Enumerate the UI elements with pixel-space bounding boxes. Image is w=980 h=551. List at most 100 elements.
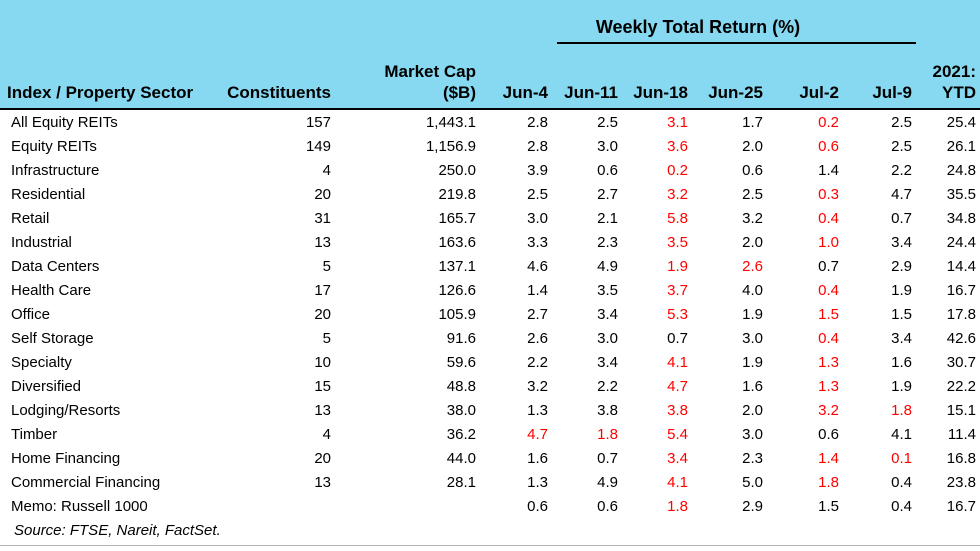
market-cap-label-line1: Market Cap bbox=[384, 61, 476, 81]
sector-cell: Specialty bbox=[11, 353, 72, 371]
weekly-return-cell: 3.9 bbox=[527, 161, 548, 179]
market-cap-cell: 1,156.9 bbox=[425, 137, 476, 155]
weekly-return-cell: 3.0 bbox=[597, 137, 618, 155]
sector-cell: Lodging/Resorts bbox=[11, 401, 121, 419]
market-cap-cell: 48.8 bbox=[446, 377, 476, 395]
weekly-return-cell: 1.3 bbox=[818, 377, 839, 395]
constituents-cell: 4 bbox=[322, 425, 331, 443]
weekly-return-cell: 2.8 bbox=[527, 113, 548, 131]
weekly-return-cell: 3.6 bbox=[667, 137, 688, 155]
sector-cell: Residential bbox=[11, 185, 86, 203]
ytd-cell: 11.4 bbox=[947, 425, 976, 443]
ytd-cell: 42.6 bbox=[946, 329, 976, 347]
weekly-return-cell: 1.0 bbox=[818, 233, 839, 251]
weekly-return-cell: 3.4 bbox=[597, 305, 618, 323]
weekly-return-cell: 2.7 bbox=[597, 185, 618, 203]
weekly-return-cell: 2.5 bbox=[891, 113, 912, 131]
ytd-cell: 14.4 bbox=[946, 257, 976, 275]
weekly-return-cell: 3.0 bbox=[597, 329, 618, 347]
weekly-return-cell: 4.1 bbox=[667, 353, 688, 371]
weekly-return-cell: 1.9 bbox=[891, 377, 912, 395]
week-col-header: Jun-11 bbox=[552, 46, 622, 110]
weekly-return-cell: 1.8 bbox=[667, 497, 688, 515]
weekly-return-cell: 2.0 bbox=[742, 233, 763, 251]
memo-row: Memo: Russell 1000 0.6 0.6 1.8 2.9 1.5 0.4 16.7 bbox=[0, 494, 980, 518]
table-row: Office 20 105.9 2.7 3.4 5.3 1.9 1.5 1.5 17.8 bbox=[0, 302, 980, 326]
constituents-cell: 13 bbox=[314, 473, 331, 491]
sector-cell: Infrastructure bbox=[11, 161, 100, 179]
market-cap-cell: 163.6 bbox=[438, 233, 476, 251]
ytd-cell: 26.1 bbox=[946, 137, 976, 155]
weekly-return-cell: 3.4 bbox=[597, 353, 618, 371]
weekly-return-cell: 2.6 bbox=[742, 257, 763, 275]
ytd-cell: 16.7 bbox=[946, 281, 976, 299]
constituents-cell: 5 bbox=[322, 257, 331, 275]
market-cap-cell: 28.1 bbox=[446, 473, 476, 491]
weekly-return-cell: 5.0 bbox=[742, 473, 763, 491]
weekly-return-cell: 2.2 bbox=[527, 353, 548, 371]
weekly-return-cell: 3.5 bbox=[597, 281, 618, 299]
weekly-return-cell: 3.8 bbox=[667, 401, 688, 419]
weekly-return-cell: 5.3 bbox=[667, 305, 688, 323]
market-cap-cell: 36.2 bbox=[446, 425, 476, 443]
ytd-cell: 22.2 bbox=[946, 377, 976, 395]
constituents-cell: 10 bbox=[314, 353, 331, 371]
sector-cell: Commercial Financing bbox=[11, 473, 161, 491]
weekly-return-cell: 4.9 bbox=[597, 473, 618, 491]
weekly-return-cell: 5.8 bbox=[667, 209, 688, 227]
table-row: Health Care 17 126.6 1.4 3.5 3.7 4.0 0.4 1.9 16.7 bbox=[0, 278, 980, 302]
sector-cell: Office bbox=[11, 305, 50, 323]
weekly-return-cell: 1.8 bbox=[818, 473, 839, 491]
constituents-cell: 20 bbox=[314, 185, 331, 203]
ytd-cell: 30.7 bbox=[946, 353, 976, 371]
sector-cell: Diversified bbox=[11, 377, 82, 395]
sector-cell: All Equity REITs bbox=[11, 113, 118, 131]
weekly-return-cell: 1.9 bbox=[742, 353, 763, 371]
weekly-return-cell: 0.2 bbox=[818, 113, 839, 131]
weekly-title-underline bbox=[557, 42, 916, 44]
weekly-return-cell: 4.0 bbox=[742, 281, 763, 299]
market-cap-cell: 219.8 bbox=[438, 185, 476, 203]
week-col-header: Jun-4 bbox=[480, 46, 552, 110]
ytd-cell: 16.7 bbox=[946, 497, 976, 515]
table-row: Equity REITs 149 1,156.9 2.8 3.0 3.6 2.0 0.6 2.5… bbox=[0, 134, 980, 158]
weekly-return-cell: 4.1 bbox=[891, 425, 912, 443]
weekly-return-cell: 3.2 bbox=[527, 377, 548, 395]
sector-cell: Self Storage bbox=[11, 329, 94, 347]
weekly-return-cell: 4.1 bbox=[667, 473, 688, 491]
weekly-return-cell: 2.8 bbox=[527, 137, 548, 155]
weekly-return-cell: 0.4 bbox=[891, 473, 912, 491]
ytd-label-line1: 2021: bbox=[932, 61, 976, 81]
weekly-return-cell: 3.4 bbox=[891, 233, 912, 251]
market-cap-label-line2: ($B) bbox=[442, 82, 476, 102]
table-row: Specialty 10 59.6 2.2 3.4 4.1 1.9 1.3 1.6 30.7 bbox=[0, 350, 980, 374]
market-cap-cell: 250.0 bbox=[438, 161, 476, 179]
sector-cell: Health Care bbox=[11, 281, 92, 299]
weekly-return-cell: 3.1 bbox=[667, 113, 688, 131]
constituents-cell: 15 bbox=[314, 377, 331, 395]
market-cap-cell: 1,443.1 bbox=[425, 113, 476, 131]
weekly-return-cell: 3.4 bbox=[667, 449, 688, 467]
weekly-total-return-header: Weekly Total Return (%) bbox=[480, 0, 916, 46]
weekly-return-cell: 0.3 bbox=[818, 185, 839, 203]
table-row: All Equity REITs 157 1,443.1 2.8 2.5 3.1 1.7 0.… bbox=[0, 109, 980, 134]
weekly-return-cell: 1.4 bbox=[818, 449, 839, 467]
market-cap-cell: 126.6 bbox=[438, 281, 476, 299]
header-spacer bbox=[916, 0, 980, 46]
week-col-header: Jul-2 bbox=[767, 46, 843, 110]
weekly-return-cell: 0.6 bbox=[818, 425, 839, 443]
constituents-cell: 20 bbox=[314, 305, 331, 323]
sector-cell: Timber bbox=[11, 425, 58, 443]
weekly-return-cell: 2.2 bbox=[597, 377, 618, 395]
table-row: Commercial Financing 13 28.1 1.3 4.9 4.1 5.0 1.… bbox=[0, 470, 980, 494]
weekly-return-cell: 4.7 bbox=[667, 377, 688, 395]
table-row: Data Centers 5 137.1 4.6 4.9 1.9 2.6 0.7 2.9 14.4 bbox=[0, 254, 980, 278]
weekly-return-cell: 1.6 bbox=[527, 449, 548, 467]
col-header-ytd: 2021: YTD bbox=[916, 46, 980, 110]
column-header-row: Index / Property Sector Constituents Mar… bbox=[0, 46, 980, 110]
constituents-cell: 149 bbox=[305, 137, 331, 155]
weekly-return-cell: 3.4 bbox=[891, 329, 912, 347]
weekly-return-cell: 2.5 bbox=[527, 185, 548, 203]
weekly-return-cell: 4.9 bbox=[597, 257, 618, 275]
weekly-return-cell: 3.0 bbox=[742, 425, 763, 443]
